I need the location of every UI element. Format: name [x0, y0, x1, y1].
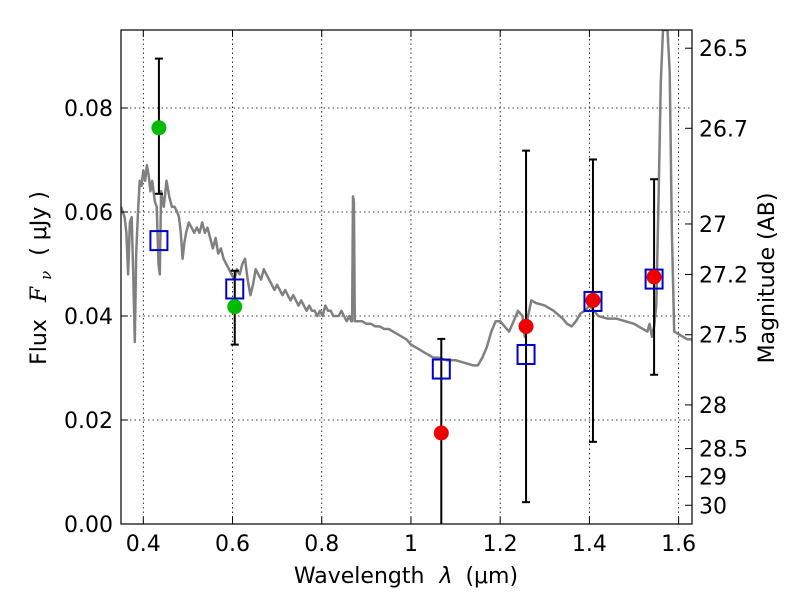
- observed-point: [227, 299, 243, 315]
- x-axis-symbol: λ: [438, 564, 452, 589]
- x-tick-label: 1: [404, 532, 418, 557]
- x-tick-label: 0.4: [126, 532, 161, 557]
- x-tick-label: 0.6: [215, 532, 250, 557]
- observed-point: [518, 318, 534, 334]
- y-axis-title: Flux F ν ( μJy ): [27, 191, 57, 365]
- mag-tick-label: 26.7: [699, 117, 748, 142]
- mag-tick-label: 27.5: [699, 324, 748, 349]
- observed-point: [646, 269, 662, 285]
- observed-point: [151, 120, 167, 136]
- x-axis-title: Wavelength λ (μm): [294, 564, 518, 589]
- y-tick-label: 0.02: [64, 409, 113, 434]
- x-tick-label: 1.6: [661, 532, 696, 557]
- plot-frame: [120, 29, 693, 525]
- observed-point: [433, 425, 449, 441]
- mag-tick-label: 29: [699, 466, 727, 491]
- y-tick-label: 0.00: [64, 513, 113, 538]
- model-square-point: [225, 278, 245, 300]
- y2-axis-title: Magnitude (AB): [755, 193, 780, 364]
- mag-tick-label: 28.5: [699, 438, 748, 463]
- x-tick-label: 1.2: [483, 532, 518, 557]
- mag-tick-label: 26.5: [699, 37, 748, 62]
- y-tick-label: 0.04: [64, 305, 113, 330]
- y-axis-subscript: ν: [37, 271, 55, 280]
- y-axis-symbol: F: [27, 286, 52, 303]
- model-square-point: [583, 290, 603, 312]
- mag-tick-label: 28: [699, 394, 727, 419]
- mag-tick-label: 27: [699, 213, 727, 238]
- y-tick-label: 0.08: [64, 97, 113, 122]
- plot-area: 0.4 0.6 0.8 1 1.2 1.4 1.6 0.00 0.02 0.04 0.06 0.08 2…: [64, 29, 748, 557]
- model-square-point: [149, 230, 169, 252]
- observed-point: [585, 292, 601, 308]
- x-tick-label: 0.8: [304, 532, 339, 557]
- x-axis-label: Wavelength: [294, 564, 425, 589]
- series-layer: [121, 30, 692, 524]
- x-tick-label: 1.4: [572, 532, 607, 557]
- ticks: 0.4 0.6 0.8 1 1.2 1.4 1.6 0.00 0.02 0.04 0.06 0.08 2…: [64, 30, 748, 557]
- x-axis-unit: (μm): [465, 564, 518, 589]
- y-tick-label: 0.06: [64, 201, 113, 226]
- model-spectrum-line: [121, 30, 692, 367]
- mag-tick-label: 30: [699, 494, 727, 519]
- y-axis-unit: ( μJy ): [27, 191, 52, 256]
- mag-tick-label: 27.2: [699, 263, 748, 288]
- model-square-point: [516, 343, 536, 365]
- model-square-point: [431, 358, 451, 380]
- y-axis-label: Flux: [27, 319, 52, 365]
